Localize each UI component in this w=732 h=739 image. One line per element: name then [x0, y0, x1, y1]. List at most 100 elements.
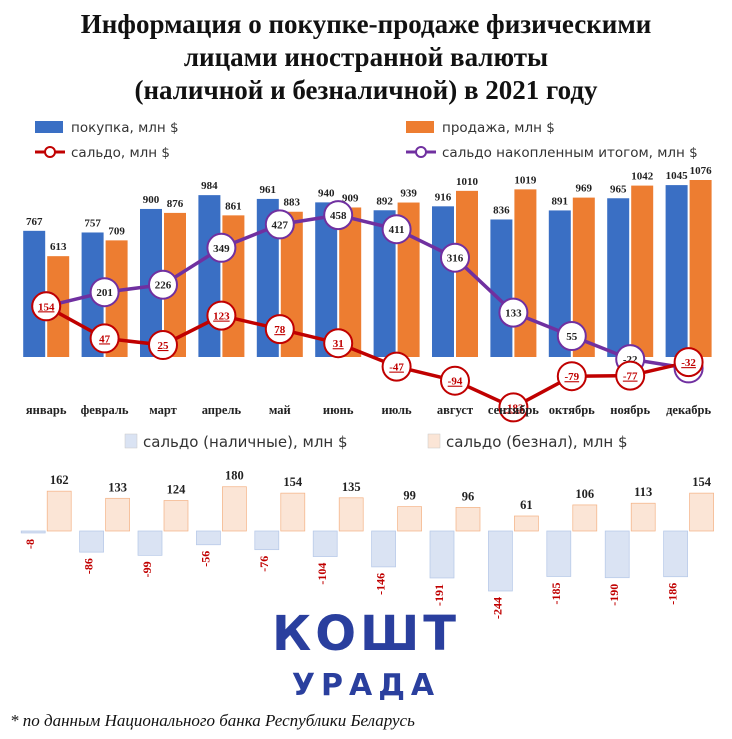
bar-label-1-8: 1019: [514, 174, 537, 186]
point-label-2-10: -77: [623, 371, 638, 383]
bar-cash-label-0: -8: [23, 539, 37, 549]
legend-marker-2: [44, 146, 56, 158]
legend2-swatch-1: [427, 433, 441, 449]
point-label-3-6: 411: [389, 224, 405, 236]
bar-sale-8: [514, 189, 537, 357]
point-label-3-2: 226: [155, 280, 172, 292]
bar-noncash-5: [338, 497, 364, 532]
bar-purchase-8: [490, 219, 513, 357]
logo-subtext: УРАДА: [291, 668, 441, 703]
month-label-8: сентябрь: [488, 403, 539, 417]
legend-label-2: сальдо, млн $: [71, 145, 170, 161]
bar-noncash-10: [630, 502, 656, 532]
bar-noncash-label-1: 133: [108, 480, 127, 494]
bar-noncash-label-3: 180: [225, 469, 244, 483]
marker-2-7: [440, 365, 470, 396]
point-label-2-5: 31: [333, 338, 344, 350]
legend2-label-0: сальдо (наличные), млн $: [143, 433, 348, 451]
bar-sale-9: [572, 197, 595, 357]
marker-2-9: [556, 361, 587, 392]
bar-cash-label-7: -191: [432, 584, 446, 606]
month-label-9: октябрь: [549, 403, 595, 417]
marker-3-4: [264, 209, 295, 240]
point-label-2-3: 123: [213, 311, 230, 323]
point-label-2-7: -94: [448, 376, 463, 388]
month-label-10: ноябрь: [610, 403, 650, 417]
bar-noncash-0: [46, 490, 72, 532]
bar-noncash-2: [163, 500, 189, 532]
bar-noncash-4: [280, 492, 306, 532]
point-label-3-7: 316: [447, 253, 464, 265]
bar-cash-0: [20, 530, 46, 534]
bar-label-0-0: 767: [26, 216, 43, 228]
point-label-2-4: 78: [274, 324, 286, 336]
bar-label-1-0: 613: [50, 241, 67, 253]
marker-3-8: [498, 297, 529, 328]
bar-label-1-2: 876: [167, 198, 184, 210]
marker-2-0: [31, 291, 62, 322]
point-label-2-6: -47: [389, 362, 404, 374]
legend-swatch-1: [406, 121, 434, 133]
point-label-3-9: 55: [566, 331, 578, 343]
bar-label-1-6: 939: [400, 188, 417, 200]
legend-swatch-0: [35, 121, 63, 133]
point-label-2-9: -79: [564, 371, 579, 383]
point-label-3-5: 458: [330, 210, 347, 222]
logo-text: КОШТ: [271, 606, 461, 662]
bar-noncash-label-9: 106: [575, 487, 594, 501]
bar-purchase-7: [432, 206, 454, 357]
month-label-6: июль: [382, 403, 412, 417]
bar-label-0-4: 961: [260, 184, 277, 196]
bar-cash-6: [371, 530, 396, 568]
bar-noncash-label-8: 61: [520, 498, 533, 512]
bar-cash-4: [254, 530, 280, 551]
point-label-2-2: 25: [158, 340, 170, 352]
bar-sale-10: [631, 185, 654, 357]
marker-3-2: [148, 269, 178, 300]
bar-noncash-label-7: 96: [462, 489, 475, 503]
bar-cash-label-2: -99: [140, 561, 154, 577]
marker-2-8: [498, 392, 529, 423]
point-label-3-1: 201: [96, 287, 113, 299]
bar-noncash-6: [397, 506, 422, 532]
bar-noncash-8: [514, 515, 539, 532]
marker-3-5: [323, 200, 354, 231]
bar-noncash-label-5: 135: [342, 480, 361, 494]
bar-label-0-7: 916: [435, 191, 452, 203]
point-label-2-0: 154: [38, 301, 55, 313]
bar-label-1-7: 1010: [456, 176, 479, 188]
legend2-swatch-0: [124, 433, 138, 449]
chart-title: Информация о покупке-продаже физическими…: [0, 8, 732, 107]
legend-label-1: продажа, млн $: [442, 120, 555, 136]
bar-sale-7: [456, 190, 478, 357]
bar-sale-5: [339, 207, 362, 357]
month-label-4: май: [269, 403, 291, 417]
bar-purchase-3: [198, 195, 221, 357]
bar-label-0-8: 836: [493, 204, 510, 216]
bar-noncash-label-0: 162: [50, 473, 69, 487]
bar-label-0-10: 965: [610, 183, 627, 195]
bar-purchase-6: [373, 210, 396, 357]
bar-label-1-5: 909: [342, 192, 359, 204]
bar-cash-1: [79, 530, 104, 553]
point-label-3-3: 349: [213, 243, 230, 255]
bar-noncash-9: [572, 504, 598, 532]
bar-cash-11: [663, 530, 688, 578]
point-label-3-4: 427: [272, 219, 289, 231]
bar-label-1-3: 861: [225, 200, 242, 212]
point-label-2-1: 47: [99, 333, 111, 345]
legend-marker-3: [415, 146, 427, 158]
marker-2-6: [381, 351, 412, 382]
marker-3-1: [89, 277, 120, 308]
marker-3-7: [440, 242, 470, 273]
bar-purchase-11: [665, 185, 688, 357]
bar-cash-label-11: -186: [666, 583, 680, 605]
marker-2-11: [673, 347, 704, 378]
bar-cash-7: [429, 530, 455, 579]
marker-2-4: [264, 314, 295, 345]
bar-noncash-3: [222, 486, 247, 532]
marker-3-6: [381, 214, 412, 245]
bar-label-1-1: 709: [108, 225, 125, 237]
title-line-1: Информация о покупке-продаже физическими: [80, 9, 652, 39]
marker-3-9: [556, 321, 587, 351]
